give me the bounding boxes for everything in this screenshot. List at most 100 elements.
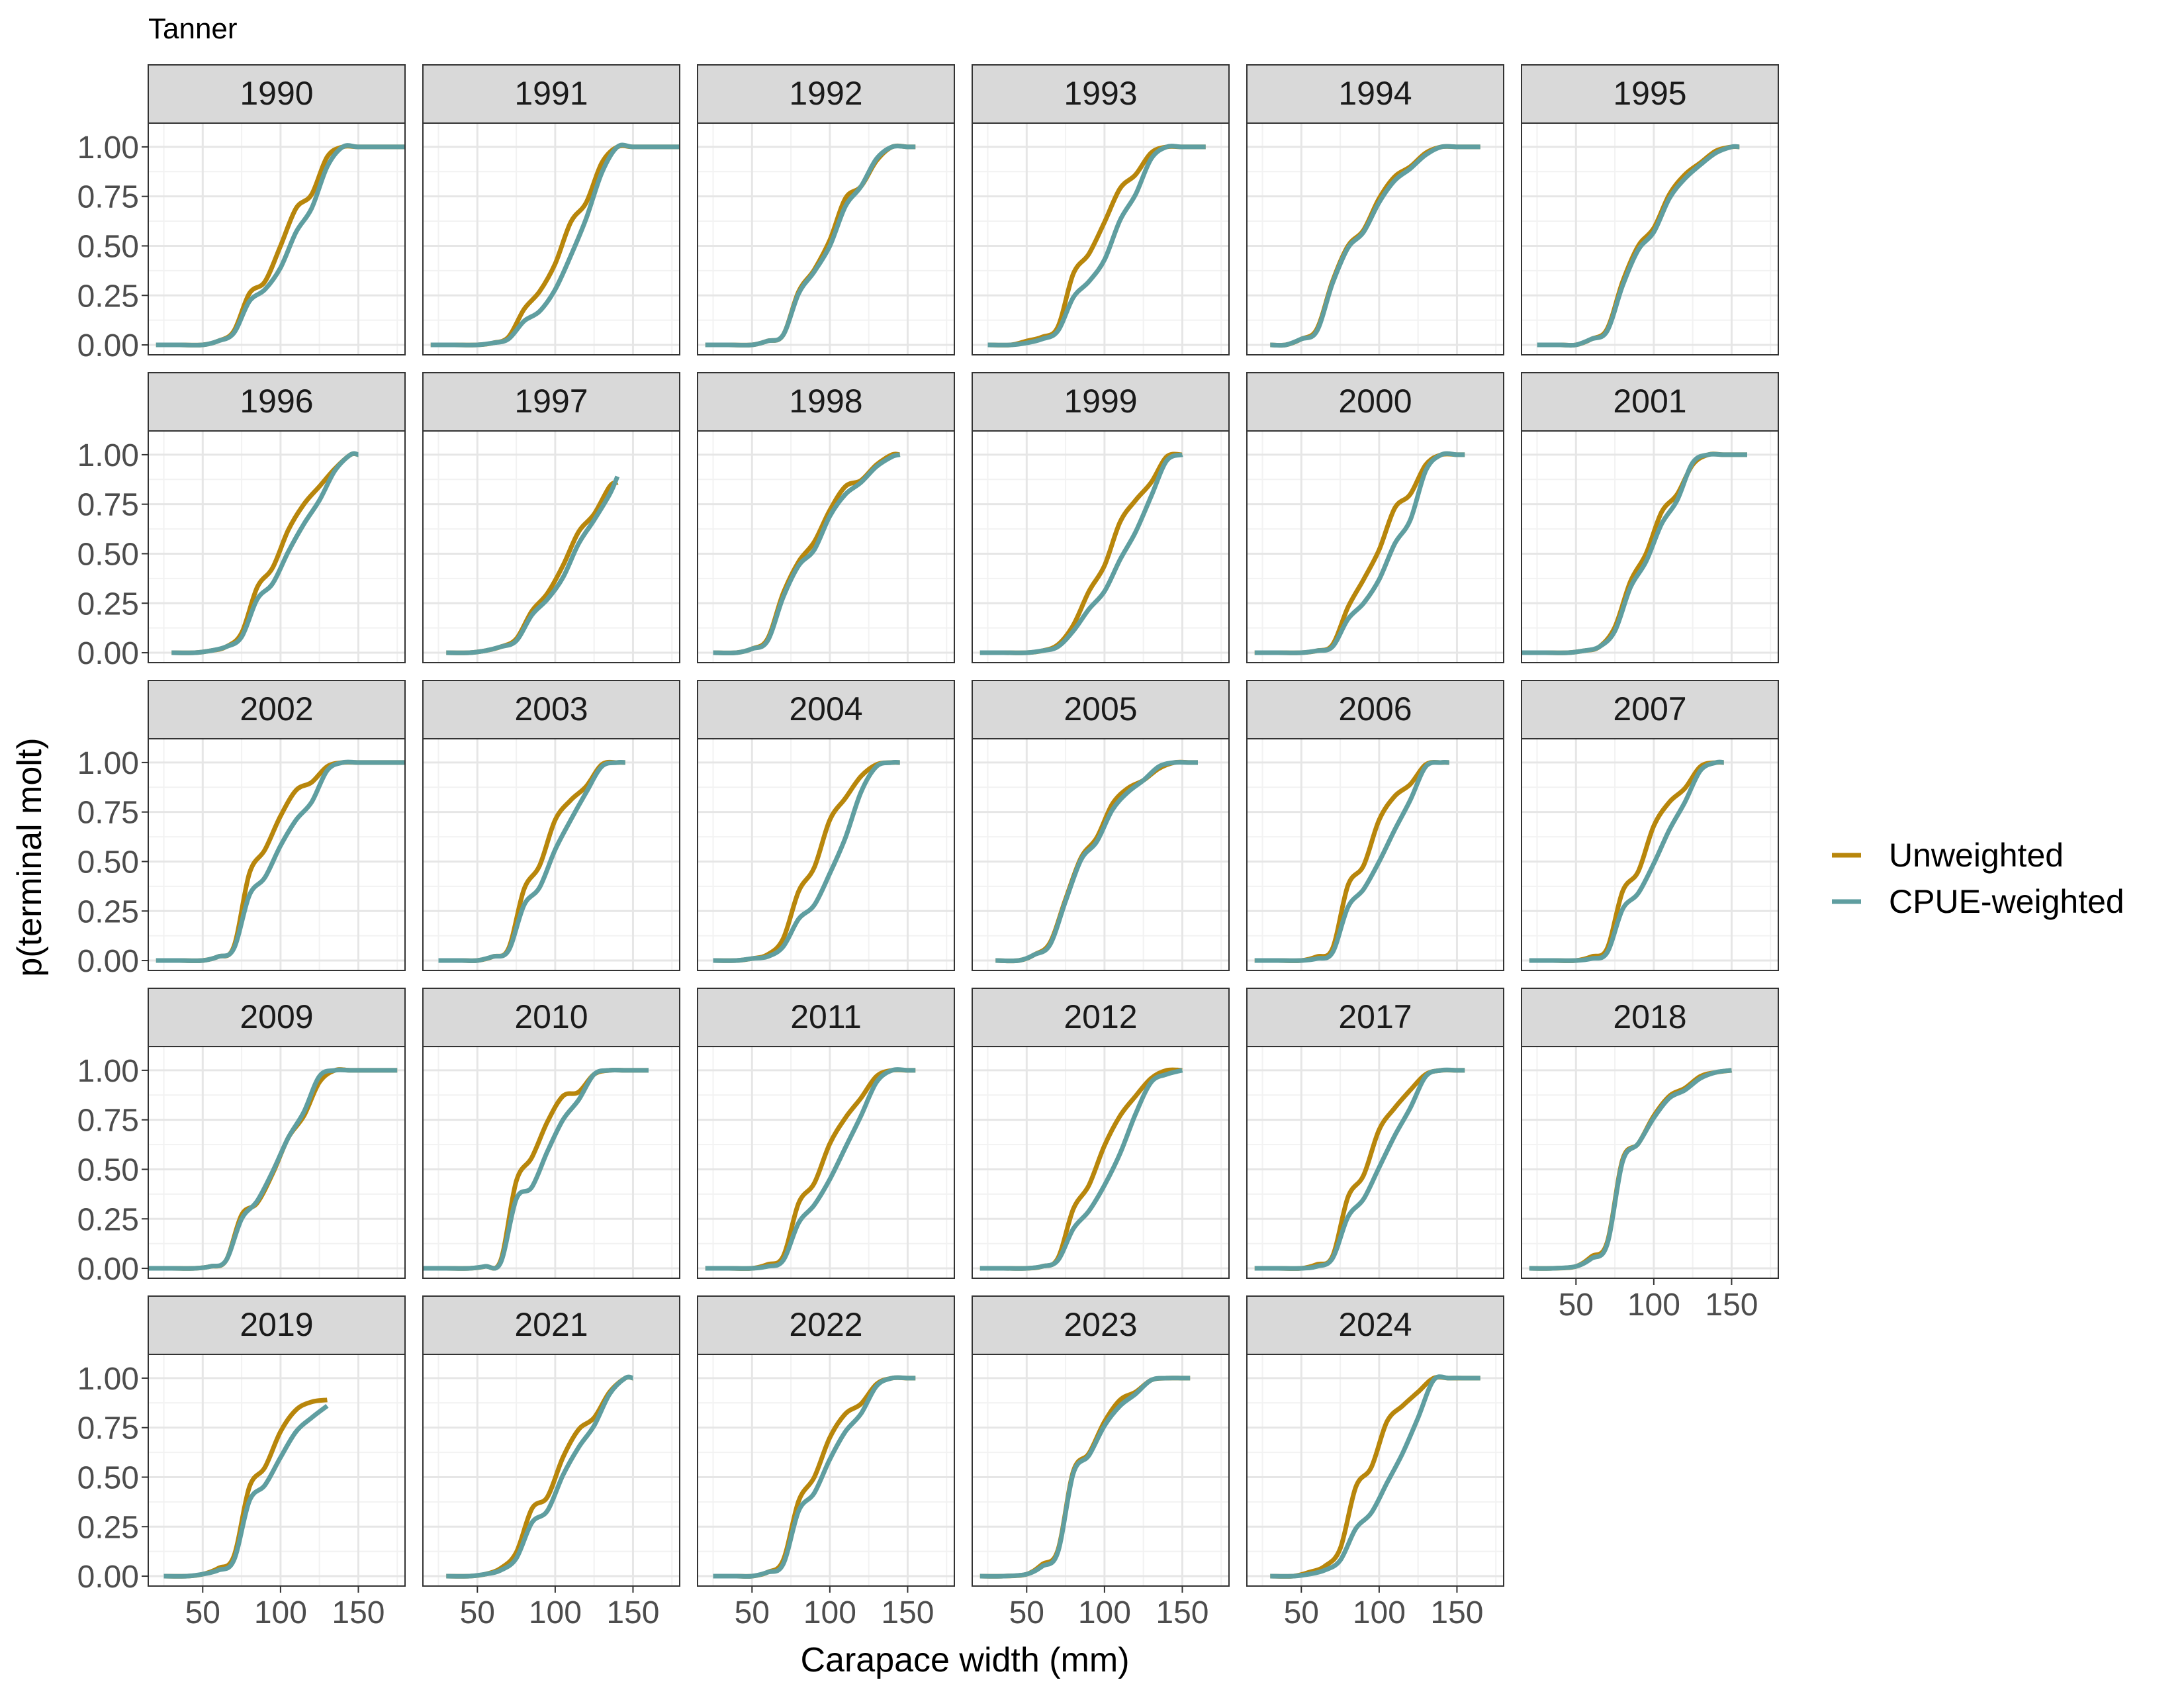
facet-label: 1999 <box>1064 383 1137 420</box>
x-tick-label: 100 <box>1353 1595 1406 1630</box>
facet-strip <box>148 64 406 124</box>
panel-2023: 2023 <box>972 1295 1230 1587</box>
chart-title: Tanner <box>148 13 238 45</box>
facet-strip <box>697 64 955 124</box>
panel-2022: 2022 <box>697 1295 955 1587</box>
facet-label: 2021 <box>514 1306 588 1343</box>
panel-2004: 2004 <box>697 680 955 971</box>
plot-area <box>148 431 405 663</box>
x-tick-label: 50 <box>1284 1595 1319 1630</box>
x-tick-label: 50 <box>1559 1288 1594 1323</box>
plot-area <box>698 1047 954 1278</box>
y-tick-label: 0.25 <box>77 894 139 929</box>
panel-border <box>148 1354 406 1587</box>
x-tick-label: 100 <box>1627 1288 1680 1323</box>
series-line-cpue-weighted <box>1529 759 1725 963</box>
y-tick-label: 0.25 <box>77 1510 139 1545</box>
series-line-cpue-weighted <box>713 452 901 655</box>
series-line-cpue-weighted <box>422 1067 649 1271</box>
facet-label: 1995 <box>1613 75 1686 112</box>
panel-border <box>1521 122 1779 355</box>
legend: Unweighted CPUE-weighted <box>1832 837 2124 920</box>
facet-strip <box>148 680 406 739</box>
y-tick-label: 1.00 <box>77 1362 139 1397</box>
y-tick-label: 0.00 <box>77 944 139 979</box>
series-line-cpue-weighted <box>1270 144 1480 348</box>
plot-area <box>1247 1354 1504 1586</box>
series-line-cpue-weighted <box>979 1376 1191 1579</box>
facet-label: 2010 <box>514 998 588 1035</box>
panel-border <box>422 122 680 355</box>
facet-label: 2023 <box>1064 1306 1137 1343</box>
plot-area <box>698 431 954 663</box>
plot-area <box>1247 1047 1504 1278</box>
x-tick-label: 100 <box>529 1595 582 1630</box>
panel-border <box>697 430 955 663</box>
y-tick-label: 0.25 <box>77 586 139 622</box>
series-line-cpue-weighted <box>705 1067 916 1271</box>
panel-border <box>1246 738 1504 971</box>
facet-label: 2000 <box>1338 383 1412 420</box>
panel-2010: 2010 <box>422 988 680 1279</box>
series-line-cpue-weighted <box>713 1375 916 1579</box>
plot-area <box>423 123 680 355</box>
facet-strip <box>1521 988 1779 1047</box>
y-tick-label: 0.50 <box>77 537 139 572</box>
facet-strip <box>972 64 1230 124</box>
facet-label: 1990 <box>240 75 313 112</box>
facet-label: 2003 <box>514 690 588 727</box>
facet-label: 2017 <box>1338 998 1412 1035</box>
y-tick-label: 0.00 <box>77 1560 139 1595</box>
series-line-cpue-weighted <box>1254 1067 1465 1271</box>
panel-border <box>697 738 955 971</box>
plot-area <box>148 1354 405 1586</box>
panel-1994: 1994 <box>1246 64 1504 355</box>
facet-label: 2024 <box>1338 1306 1412 1343</box>
x-tick-label: 150 <box>1156 1595 1208 1630</box>
series-line-cpue-weighted <box>171 451 359 655</box>
x-tick-label: 150 <box>881 1595 934 1630</box>
facet-label: 2009 <box>240 998 313 1035</box>
facet-label: 1991 <box>514 75 588 112</box>
panel-1993: 1993 <box>972 64 1230 355</box>
panel-border <box>697 122 955 355</box>
panel-border <box>697 1046 955 1279</box>
facet-label: 2002 <box>240 690 313 727</box>
facet-strip <box>1521 680 1779 739</box>
x-tick-label: 100 <box>803 1595 856 1630</box>
series-line-cpue-weighted <box>705 144 916 348</box>
panel-border <box>422 738 680 971</box>
panel-border <box>972 738 1230 971</box>
panel-2011: 2011 <box>697 988 955 1279</box>
facet-label: 1998 <box>789 383 862 420</box>
facet-label: 2006 <box>1338 690 1412 727</box>
facet-strip <box>972 372 1230 432</box>
panel-2000: 2000 <box>1246 372 1504 663</box>
x-tick-label: 50 <box>1009 1595 1044 1630</box>
panel-1992: 1992 <box>697 64 955 355</box>
legend-label: CPUE-weighted <box>1889 883 2124 920</box>
x-axis-label: Carapace width (mm) <box>800 1641 1129 1679</box>
panel-border <box>1521 738 1779 971</box>
y-tick-label: 0.25 <box>77 1202 139 1237</box>
panel-border <box>1246 430 1504 663</box>
y-tick-label: 1.00 <box>77 130 139 165</box>
panel-1991: 1991 <box>422 64 680 355</box>
facet-strip <box>422 64 680 124</box>
series-line-cpue-weighted <box>438 759 625 963</box>
y-tick-label: 0.50 <box>77 229 139 264</box>
x-tick-label: 150 <box>1430 1595 1483 1630</box>
facet-label: 2012 <box>1064 998 1137 1035</box>
panel-2003: 2003 <box>422 680 680 971</box>
facet-strip <box>697 372 955 432</box>
panel-2019: 2019 0.00 0.25 0.50 0.75 1.00 <box>77 1295 406 1595</box>
panel-1995: 1995 <box>1521 64 1779 355</box>
series-line-cpue-weighted <box>1521 451 1747 655</box>
legend-label: Unweighted <box>1889 837 2064 874</box>
facet-label: 1992 <box>789 75 862 112</box>
panel-border <box>422 430 680 663</box>
plot-area <box>1247 739 1504 970</box>
plot-area <box>972 1047 1229 1278</box>
panel-border <box>972 1046 1230 1279</box>
x-tick-label: 100 <box>1078 1595 1131 1630</box>
